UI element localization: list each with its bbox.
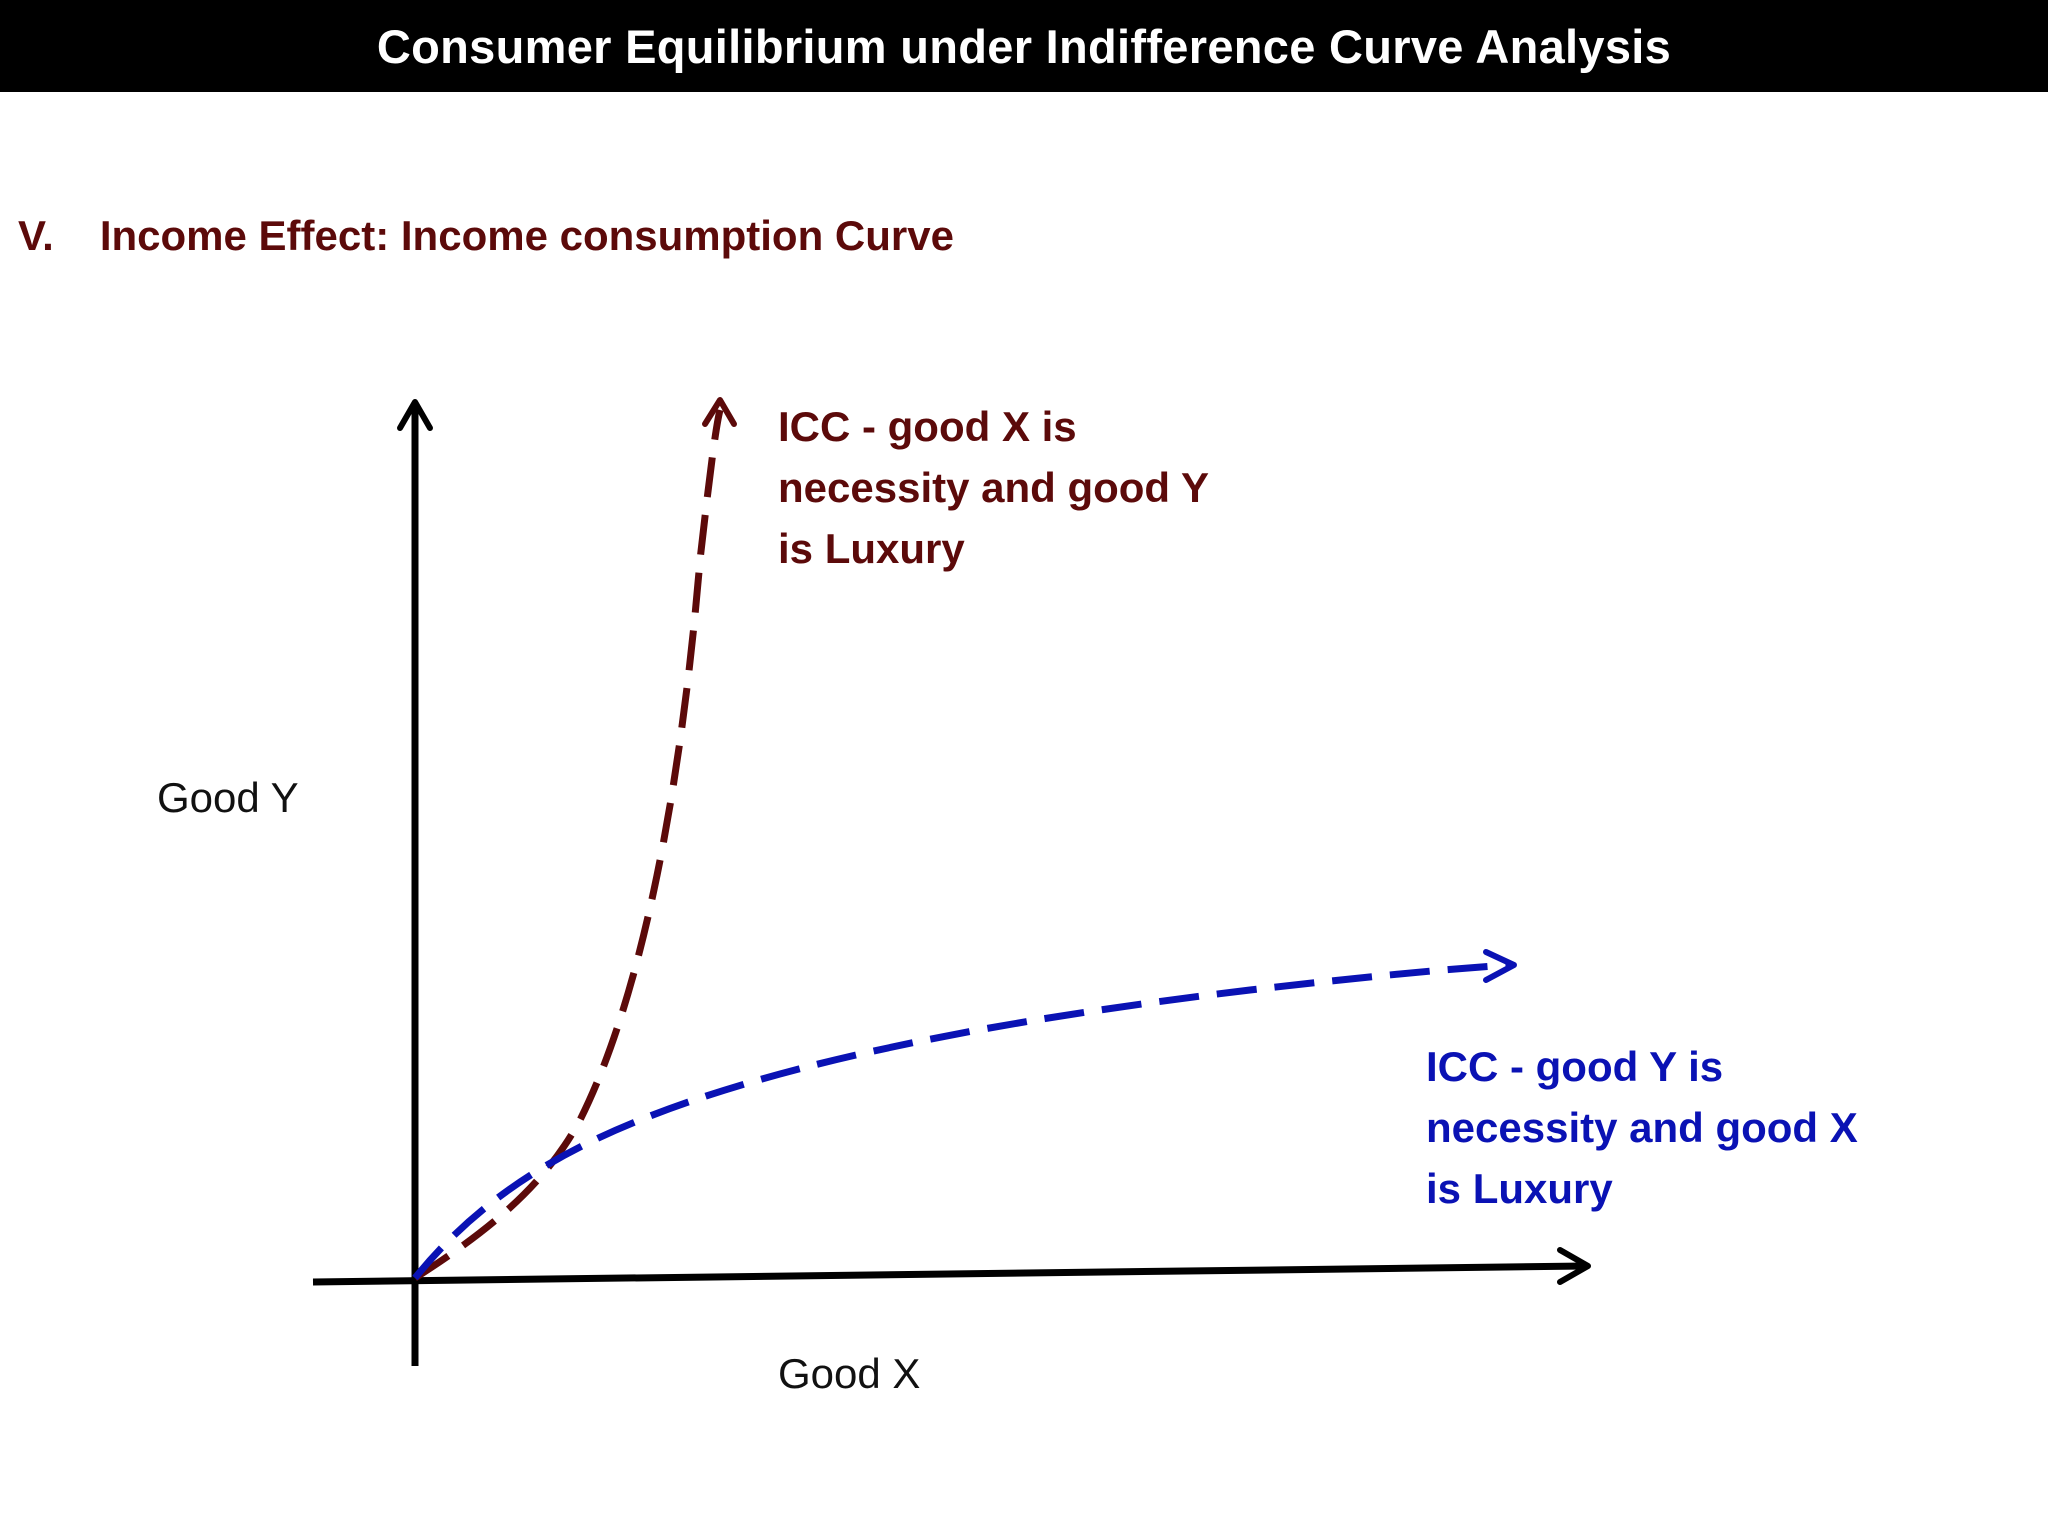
icc-x-necessity-line-1: ICC - good X is [778,403,1077,450]
section-number: V. [18,212,54,259]
y-axis-label: Good Y [157,774,299,821]
icc-y-necessity-line-1: ICC - good Y is [1426,1043,1724,1090]
page-title: Consumer Equilibrium under Indifference … [376,19,1672,73]
icc-curve-y-necessity [412,961,1511,1281]
section-title: Income Effect: Income consumption Curve [99,212,954,259]
icc-x-necessity-label: ICC - good X is necessity and good Y is … [778,396,1209,579]
icc-y-necessity-label: ICC - good Y is necessity and good X is … [1426,1036,1858,1219]
title-bar: Consumer Equilibrium under Indifference … [0,0,2048,92]
icc-x-necessity-line-3: is Luxury [778,525,965,572]
icc-x-necessity-line-2: necessity and good Y [778,464,1210,511]
icc-curve-x-necessity-arrowhead [702,397,737,427]
icc-y-necessity-line-2: necessity and good X [1426,1104,1858,1151]
x-axis [312,1262,1586,1286]
x-axis-arrowhead [1557,1247,1591,1285]
y-axis-arrowhead [397,399,433,431]
icc-y-necessity-line-3: is Luxury [1426,1165,1613,1212]
icc-curve-x-necessity [413,409,724,1281]
icc-curve-y-necessity-arrowhead [1483,949,1517,983]
section-heading: V. Income Effect: Income consumption Cur… [18,212,954,260]
x-axis-label: Good X [778,1350,921,1397]
